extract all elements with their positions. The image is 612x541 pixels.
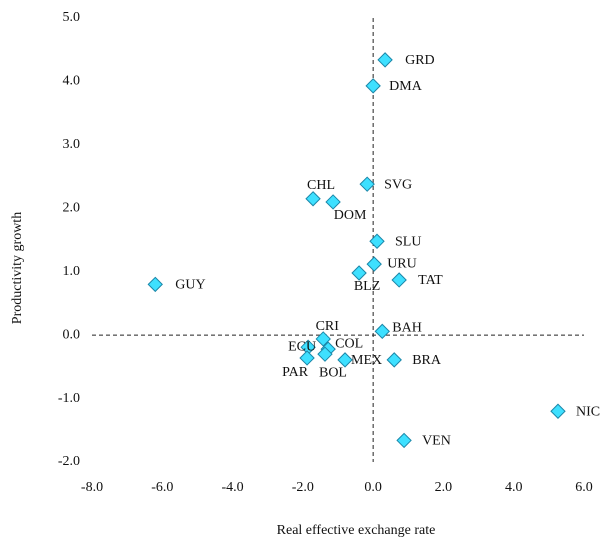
point [325, 194, 341, 210]
point [147, 276, 163, 293]
point-label: BLZ [354, 279, 380, 294]
point [391, 272, 407, 288]
x-tick-label: -6.0 [151, 480, 173, 495]
point-label: GUY [175, 278, 205, 293]
point [374, 323, 390, 340]
point [299, 350, 315, 366]
y-tick-label: 2.0 [63, 201, 81, 216]
y-tick-label: -1.0 [58, 391, 80, 406]
point-label: URU [387, 256, 417, 271]
point [315, 331, 331, 347]
point [386, 352, 402, 368]
point [351, 265, 367, 281]
x-tick-label: 2.0 [435, 480, 453, 495]
y-tick-label: 5.0 [63, 10, 81, 25]
y-tick-label: 0.0 [63, 327, 81, 342]
point-label: CRI [316, 319, 340, 334]
point [305, 191, 321, 207]
x-tick-label: -2.0 [292, 480, 314, 495]
point-label: NIC [576, 404, 600, 419]
point-label: BRA [412, 353, 442, 368]
point-label: TAT [418, 273, 443, 288]
point-label: SLU [395, 234, 421, 249]
point [550, 403, 566, 419]
point-label: SVG [384, 177, 412, 192]
point-label: MEX [351, 353, 382, 368]
point [359, 176, 375, 192]
point [365, 78, 381, 94]
point-label: CHL [307, 178, 335, 193]
point-label: DOM [334, 208, 367, 223]
x-tick-label: 6.0 [575, 480, 593, 495]
point-label: VEN [422, 434, 451, 449]
y-tick-label: 1.0 [63, 264, 81, 279]
y-tick-label: -2.0 [58, 454, 80, 469]
point-label: BAH [392, 321, 422, 336]
x-axis-label: Real effective exchange rate [277, 523, 436, 538]
y-tick-label: 3.0 [63, 137, 81, 152]
y-axis-label: Productivity growth [10, 212, 25, 324]
point [369, 233, 385, 249]
point [396, 432, 412, 449]
point-label: PAR [282, 365, 309, 380]
point [337, 352, 353, 368]
point [377, 52, 393, 68]
x-tick-label: 0.0 [364, 480, 382, 495]
x-tick-label: -8.0 [81, 480, 103, 495]
point-label: ECU [288, 339, 316, 354]
x-tick-label: 4.0 [505, 480, 523, 495]
point-label: DMA [389, 79, 423, 94]
point [317, 346, 333, 362]
point-label: BOL [319, 365, 347, 380]
point-label: GRD [405, 53, 435, 68]
point-label: COL [335, 336, 363, 351]
point [366, 256, 382, 272]
x-tick-label: -4.0 [221, 480, 243, 495]
y-tick-label: 4.0 [63, 74, 81, 89]
